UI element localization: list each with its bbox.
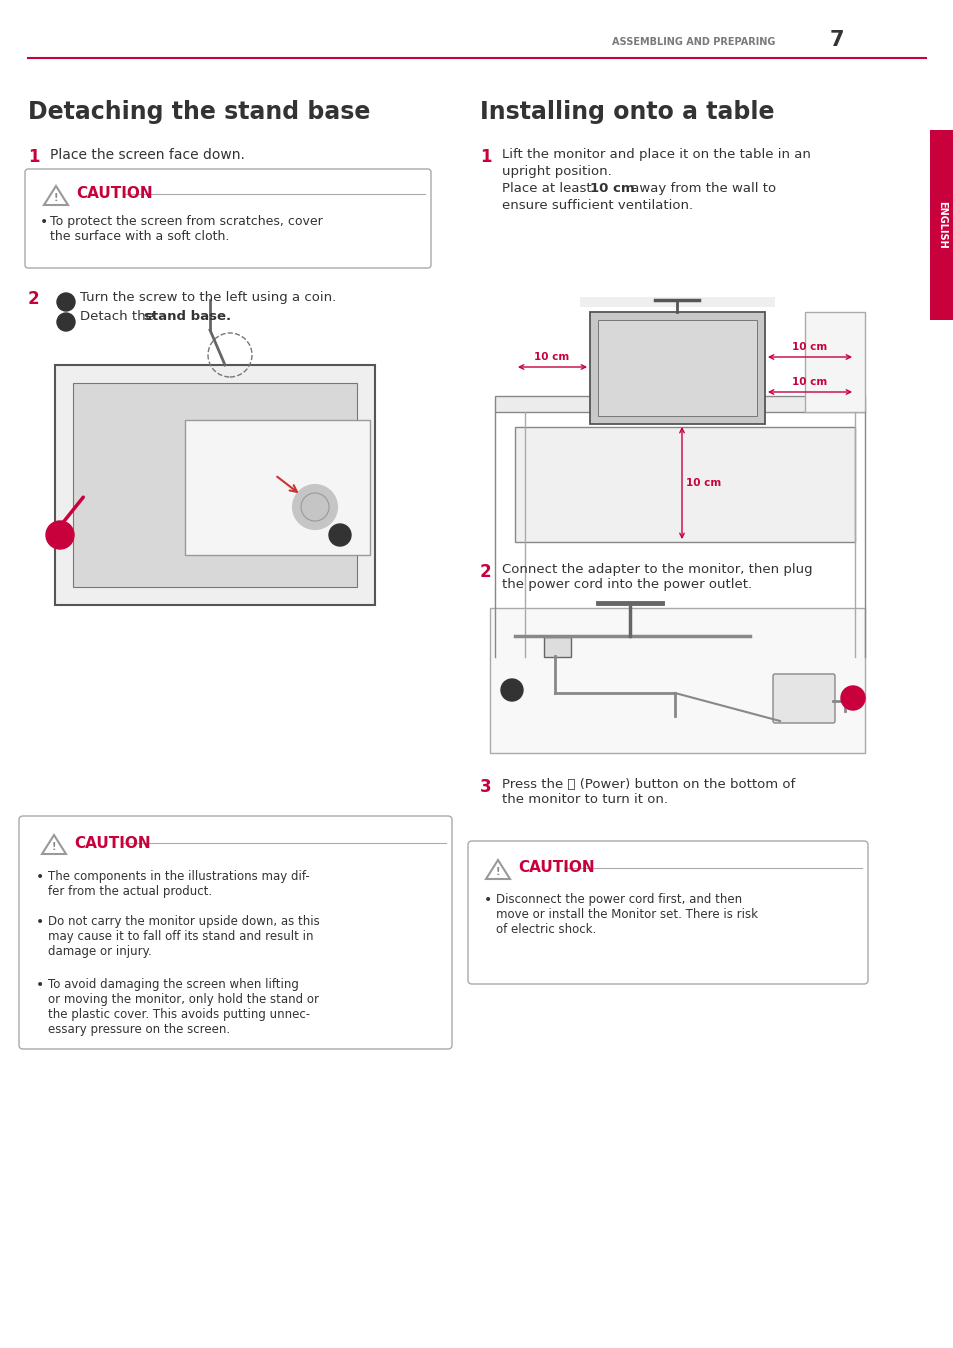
Text: CAUTION: CAUTION — [517, 860, 594, 875]
FancyBboxPatch shape — [185, 421, 370, 555]
Text: Detach the: Detach the — [80, 310, 158, 324]
Text: 10 cm: 10 cm — [534, 352, 569, 363]
Text: 2: 2 — [28, 290, 40, 307]
Text: •: • — [36, 979, 44, 992]
Text: 10 cm: 10 cm — [685, 479, 720, 488]
Text: Installing onto a table: Installing onto a table — [479, 100, 774, 124]
FancyBboxPatch shape — [579, 297, 774, 307]
Text: 7: 7 — [829, 30, 843, 50]
Text: 2: 2 — [55, 528, 65, 542]
Text: 10 cm: 10 cm — [589, 182, 634, 195]
Text: 1: 1 — [479, 148, 491, 166]
Text: ensure sufficient ventilation.: ensure sufficient ventilation. — [501, 200, 693, 212]
Text: Do not carry the monitor upside down, as this
may cause it to fall off its stand: Do not carry the monitor upside down, as… — [48, 915, 319, 958]
Text: Connect the adapter to the monitor, then plug
the power cord into the power outl: Connect the adapter to the monitor, then… — [501, 563, 812, 590]
Text: Disconnect the power cord first, and then
move or install the Monitor set. There: Disconnect the power cord first, and the… — [496, 892, 758, 936]
FancyBboxPatch shape — [589, 311, 764, 425]
Circle shape — [329, 524, 351, 546]
Circle shape — [841, 686, 864, 710]
Text: 3: 3 — [479, 778, 491, 797]
Circle shape — [57, 313, 75, 332]
FancyBboxPatch shape — [468, 841, 867, 984]
Text: 2: 2 — [848, 692, 856, 705]
Text: 10 cm: 10 cm — [792, 342, 827, 352]
FancyBboxPatch shape — [543, 638, 571, 656]
Text: •: • — [36, 869, 44, 884]
Text: CAUTION: CAUTION — [76, 186, 152, 201]
FancyBboxPatch shape — [929, 129, 953, 319]
Circle shape — [46, 520, 74, 549]
FancyBboxPatch shape — [515, 427, 854, 542]
Text: away from the wall to: away from the wall to — [626, 182, 776, 195]
FancyBboxPatch shape — [73, 383, 356, 586]
Text: !: ! — [53, 193, 58, 204]
FancyBboxPatch shape — [804, 311, 864, 412]
Text: Place at least: Place at least — [501, 182, 596, 195]
Text: 1: 1 — [28, 148, 39, 166]
FancyBboxPatch shape — [495, 396, 864, 412]
Text: !: ! — [496, 867, 499, 878]
Text: To protect the screen from scratches, cover
the surface with a soft cloth.: To protect the screen from scratches, co… — [50, 214, 322, 243]
Circle shape — [57, 293, 75, 311]
Text: ASSEMBLING AND PREPARING: ASSEMBLING AND PREPARING — [611, 36, 774, 47]
Circle shape — [500, 679, 522, 701]
Text: !: ! — [51, 842, 56, 852]
Text: Turn the screw to the left using a coin.: Turn the screw to the left using a coin. — [80, 291, 335, 303]
FancyBboxPatch shape — [490, 608, 864, 754]
FancyBboxPatch shape — [772, 674, 834, 723]
Text: 1: 1 — [508, 685, 516, 696]
Text: upright position.: upright position. — [501, 164, 611, 178]
Text: Place the screen face down.: Place the screen face down. — [50, 148, 245, 162]
FancyBboxPatch shape — [598, 319, 757, 417]
Circle shape — [293, 485, 336, 528]
Text: ENGLISH: ENGLISH — [936, 201, 946, 249]
Text: •: • — [40, 214, 49, 229]
Text: 2: 2 — [63, 317, 70, 328]
FancyBboxPatch shape — [55, 365, 375, 605]
Text: 10 cm: 10 cm — [792, 377, 827, 387]
Text: 2: 2 — [479, 563, 491, 581]
Text: •: • — [483, 892, 492, 907]
Text: CAUTION: CAUTION — [74, 836, 151, 851]
Text: The components in the illustrations may dif-
fer from the actual product.: The components in the illustrations may … — [48, 869, 310, 898]
FancyBboxPatch shape — [25, 168, 431, 268]
Text: Press the ⏻ (Power) button on the bottom of
the monitor to turn it on.: Press the ⏻ (Power) button on the bottom… — [501, 778, 795, 806]
Text: stand base.: stand base. — [144, 310, 231, 324]
Text: •: • — [36, 915, 44, 929]
Text: Detaching the stand base: Detaching the stand base — [28, 100, 370, 124]
Text: To avoid damaging the screen when lifting
or moving the monitor, only hold the s: To avoid damaging the screen when liftin… — [48, 979, 318, 1037]
Text: 1: 1 — [63, 297, 70, 307]
FancyBboxPatch shape — [19, 816, 452, 1049]
Text: Lift the monitor and place it on the table in an: Lift the monitor and place it on the tab… — [501, 148, 810, 160]
Text: 1: 1 — [335, 530, 343, 541]
